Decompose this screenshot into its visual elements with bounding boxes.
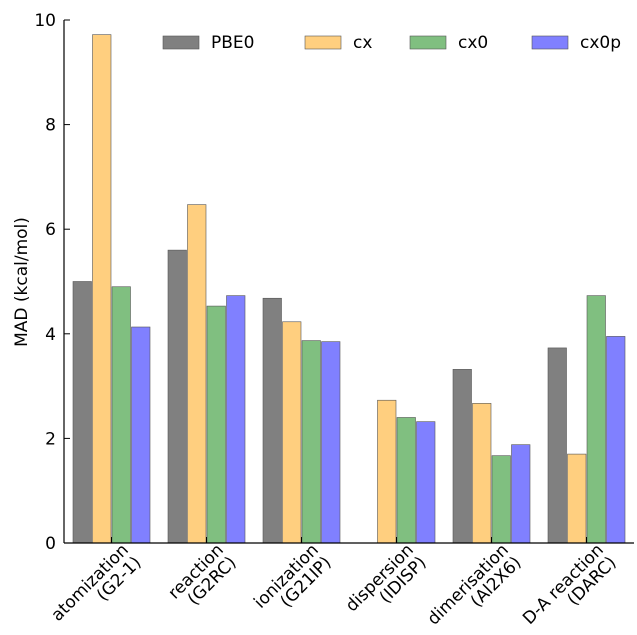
legend-label-cx0: cx0 [458,33,488,53]
bar-cx0-5 [586,295,606,544]
bar-cx-0 [92,34,112,544]
bar-pbe0-2 [262,297,282,544]
x-tick-label: ionization(G21IP) [250,540,335,625]
legend-label-cx0p: cx0p [580,33,621,53]
bar-cx0p-1 [226,295,246,544]
svg-text:reaction(G2RC): reaction(G2RC) [165,540,241,616]
x-tick-labels: atomization(G2-1) reaction(G2RC) ionizatio… [47,540,620,635]
legend-label-cx: cx [353,33,372,53]
legend-swatch-cx0p [531,35,569,50]
legend-swatch-cx [304,35,342,50]
bars-layer [72,34,626,544]
bar-pbe0-4 [452,369,472,544]
x-tick-label: dimerisation(Al2X6) [424,540,526,635]
x-tick-label: D-A reaction(DARC) [519,540,620,635]
bar-cx0p-2 [321,341,341,544]
svg-text:D-A reaction(DARC): D-A reaction(DARC) [519,540,620,635]
legend-swatch-cx0 [409,35,447,50]
bar-cx0p-4 [511,444,531,544]
bar-cx0-4 [491,455,511,544]
bar-cx0-0 [111,286,131,544]
svg-text:ionization(G21IP): ionization(G21IP) [250,540,335,625]
y-axis-label: MAD (kcal/mol) [12,217,32,347]
bar-cx-2 [282,321,302,544]
axes-layer: 0 2 4 6 8 10 [34,11,634,554]
bar-cx-5 [567,453,587,544]
bar-cx0-1 [206,305,226,544]
y-tick-label: 8 [45,116,56,136]
bar-cx0-3 [396,417,416,544]
bar-cx0p-3 [416,421,436,544]
y-tick-label: 2 [45,429,56,449]
x-tick-label: atomization(G2-1) [47,540,145,635]
bar-pbe0-5 [547,347,567,544]
x-tick-label: dispersion(IDISP) [342,540,431,629]
legend: PBE0 cx cx0 cx0p [162,33,621,53]
bar-cx0-2 [301,340,321,544]
bar-pbe0-0 [72,281,92,544]
svg-text:dispersion(IDISP): dispersion(IDISP) [342,540,431,629]
bar-cx-4 [472,403,492,544]
legend-label-pbe0: PBE0 [211,33,254,53]
svg-text:atomization(G2-1): atomization(G2-1) [47,540,145,635]
x-tick-label: reaction(G2RC) [165,540,241,616]
bar-cx0p-5 [606,336,626,544]
bar-cx-3 [377,399,397,544]
y-tick-label: 10 [34,11,56,31]
bar-cx0p-0 [131,326,151,544]
y-tick-label: 0 [45,534,56,554]
bar-pbe0-1 [167,249,187,544]
svg-text:dimerisation(Al2X6): dimerisation(Al2X6) [424,540,526,635]
legend-swatch-pbe0 [162,35,200,50]
y-tick-label: 4 [45,325,56,345]
y-tick-label: 6 [45,220,56,240]
bar-cx-1 [187,204,207,544]
